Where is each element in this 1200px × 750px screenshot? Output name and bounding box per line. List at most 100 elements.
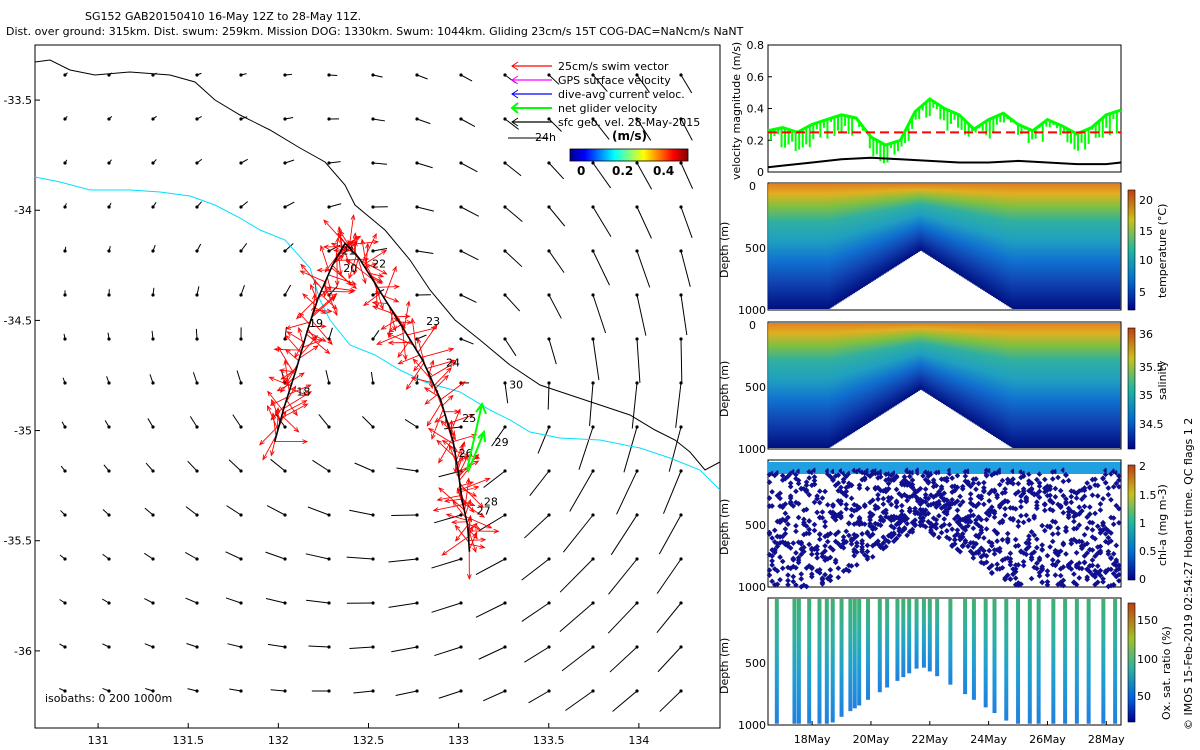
chlorophyll-sample — [769, 562, 775, 568]
current-vector — [636, 118, 652, 141]
swim-vector — [454, 450, 480, 459]
section-profile — [933, 323, 936, 398]
chlorophyll-sample — [1036, 488, 1043, 495]
section-profile — [1093, 323, 1097, 448]
current-vector-origin — [327, 425, 331, 429]
current-vector-origin — [459, 161, 463, 165]
chlorophyll-surface-sample — [823, 462, 827, 474]
current-vector-origin — [195, 249, 199, 253]
section-profile — [1067, 323, 1071, 448]
chlorophyll-sample — [994, 494, 1000, 501]
chlorophyll-sample — [819, 579, 826, 586]
current-vector — [680, 118, 693, 141]
chlorophyll-sample — [1044, 552, 1051, 559]
chlorophyll-sample — [877, 522, 884, 529]
chlorophyll-sample — [864, 542, 871, 549]
section-profile — [1104, 323, 1108, 448]
chlorophyll-sample — [1063, 496, 1069, 502]
swim-vector-head — [472, 522, 478, 529]
current-vector-origin — [591, 293, 595, 297]
chlorophyll-sample — [782, 526, 789, 532]
current-vector-origin — [591, 73, 595, 77]
section-profile — [806, 323, 810, 448]
swim-vector — [314, 307, 326, 314]
current-vector — [680, 338, 683, 383]
chlorophyll-sample — [1089, 527, 1096, 533]
section-profile — [1051, 184, 1055, 309]
chlorophyll-sample — [1108, 566, 1114, 573]
section-profile — [978, 184, 982, 288]
current-vector — [504, 250, 523, 268]
chlorophyll-sample — [1089, 492, 1096, 498]
section-profile — [1062, 323, 1066, 448]
current-vector-origin — [679, 161, 683, 165]
section-profile — [1033, 184, 1037, 309]
chlorophyll-surface-sample — [1069, 462, 1073, 474]
oxygen-profile — [1063, 599, 1068, 724]
chlorophyll-sample — [769, 578, 775, 585]
chlorophyll-surface-sample — [958, 462, 962, 474]
chlorophyll-surface-sample — [1074, 462, 1079, 474]
current-vector — [537, 426, 550, 454]
chlorophyll-cbar-tick-2: 2 — [1139, 460, 1146, 473]
current-vector — [680, 294, 688, 336]
current-vector-origin — [371, 469, 375, 473]
current-vector-origin — [371, 337, 375, 341]
chlorophyll-sample — [840, 545, 847, 551]
section-profile — [1023, 323, 1027, 448]
swim-vector — [383, 266, 397, 299]
section-profile — [873, 323, 877, 419]
current-vector-origin — [195, 557, 199, 561]
chlorophyll-sample — [1073, 549, 1080, 556]
chlorophyll-sample — [885, 498, 892, 504]
oxygen-profile — [1074, 599, 1079, 724]
chlorophyll-surface-sample — [1019, 462, 1023, 474]
chlorophyll-sample — [819, 514, 826, 521]
chlorophyll-sample — [1116, 562, 1122, 569]
chlorophyll-surface-sample — [1032, 462, 1036, 474]
swim-vector — [326, 277, 334, 301]
chlorophyll-sample — [1116, 566, 1122, 572]
section-profile — [937, 184, 941, 262]
section-profile — [879, 323, 883, 415]
section-profile — [1088, 323, 1092, 448]
chlorophyll-sample — [941, 521, 948, 528]
section-profile — [790, 184, 794, 309]
chlorophyll-sample — [1055, 558, 1061, 565]
section-profile — [882, 184, 886, 274]
chlorophyll-sample — [920, 517, 926, 524]
section-profile — [789, 184, 792, 309]
current-vector-origin — [503, 513, 507, 517]
current-vector — [225, 597, 242, 604]
current-vector — [416, 162, 433, 169]
temperature-cbar-label: temperature (°C) — [1156, 204, 1169, 298]
current-vector-origin — [107, 117, 111, 121]
swim-vector — [275, 410, 281, 423]
chlorophyll-sample — [1010, 517, 1016, 523]
chlorophyll-sample — [824, 501, 831, 508]
section-profile — [897, 184, 901, 265]
section-profile — [818, 323, 822, 448]
current-vector-origin — [635, 381, 639, 385]
chlorophyll-sample — [1113, 480, 1120, 487]
salinity-ytick-0: 0 — [749, 319, 756, 332]
section-profile — [805, 323, 809, 448]
current-vector-origin — [547, 337, 551, 341]
chlorophyll-sample — [999, 564, 1006, 571]
section-profile — [787, 323, 791, 448]
chlorophyll-sample — [983, 516, 990, 523]
current-vector-origin — [591, 381, 595, 385]
velocity-spikes — [769, 98, 1118, 164]
current-vector-origin — [107, 557, 111, 561]
chlorophyll-sample — [801, 516, 807, 523]
colorbar-tick-0.2: 0.2 — [612, 164, 633, 178]
swim-vector-head — [479, 544, 486, 549]
swim-vector-head — [472, 546, 477, 554]
swim-vector-head — [372, 239, 380, 245]
chlorophyll-sample — [769, 535, 775, 541]
current-vector-origin — [63, 161, 67, 165]
current-vector-origin — [239, 689, 243, 693]
current-vector — [265, 551, 286, 560]
swim-vector-head — [387, 327, 394, 333]
chlorophyll-sample — [1026, 540, 1032, 547]
